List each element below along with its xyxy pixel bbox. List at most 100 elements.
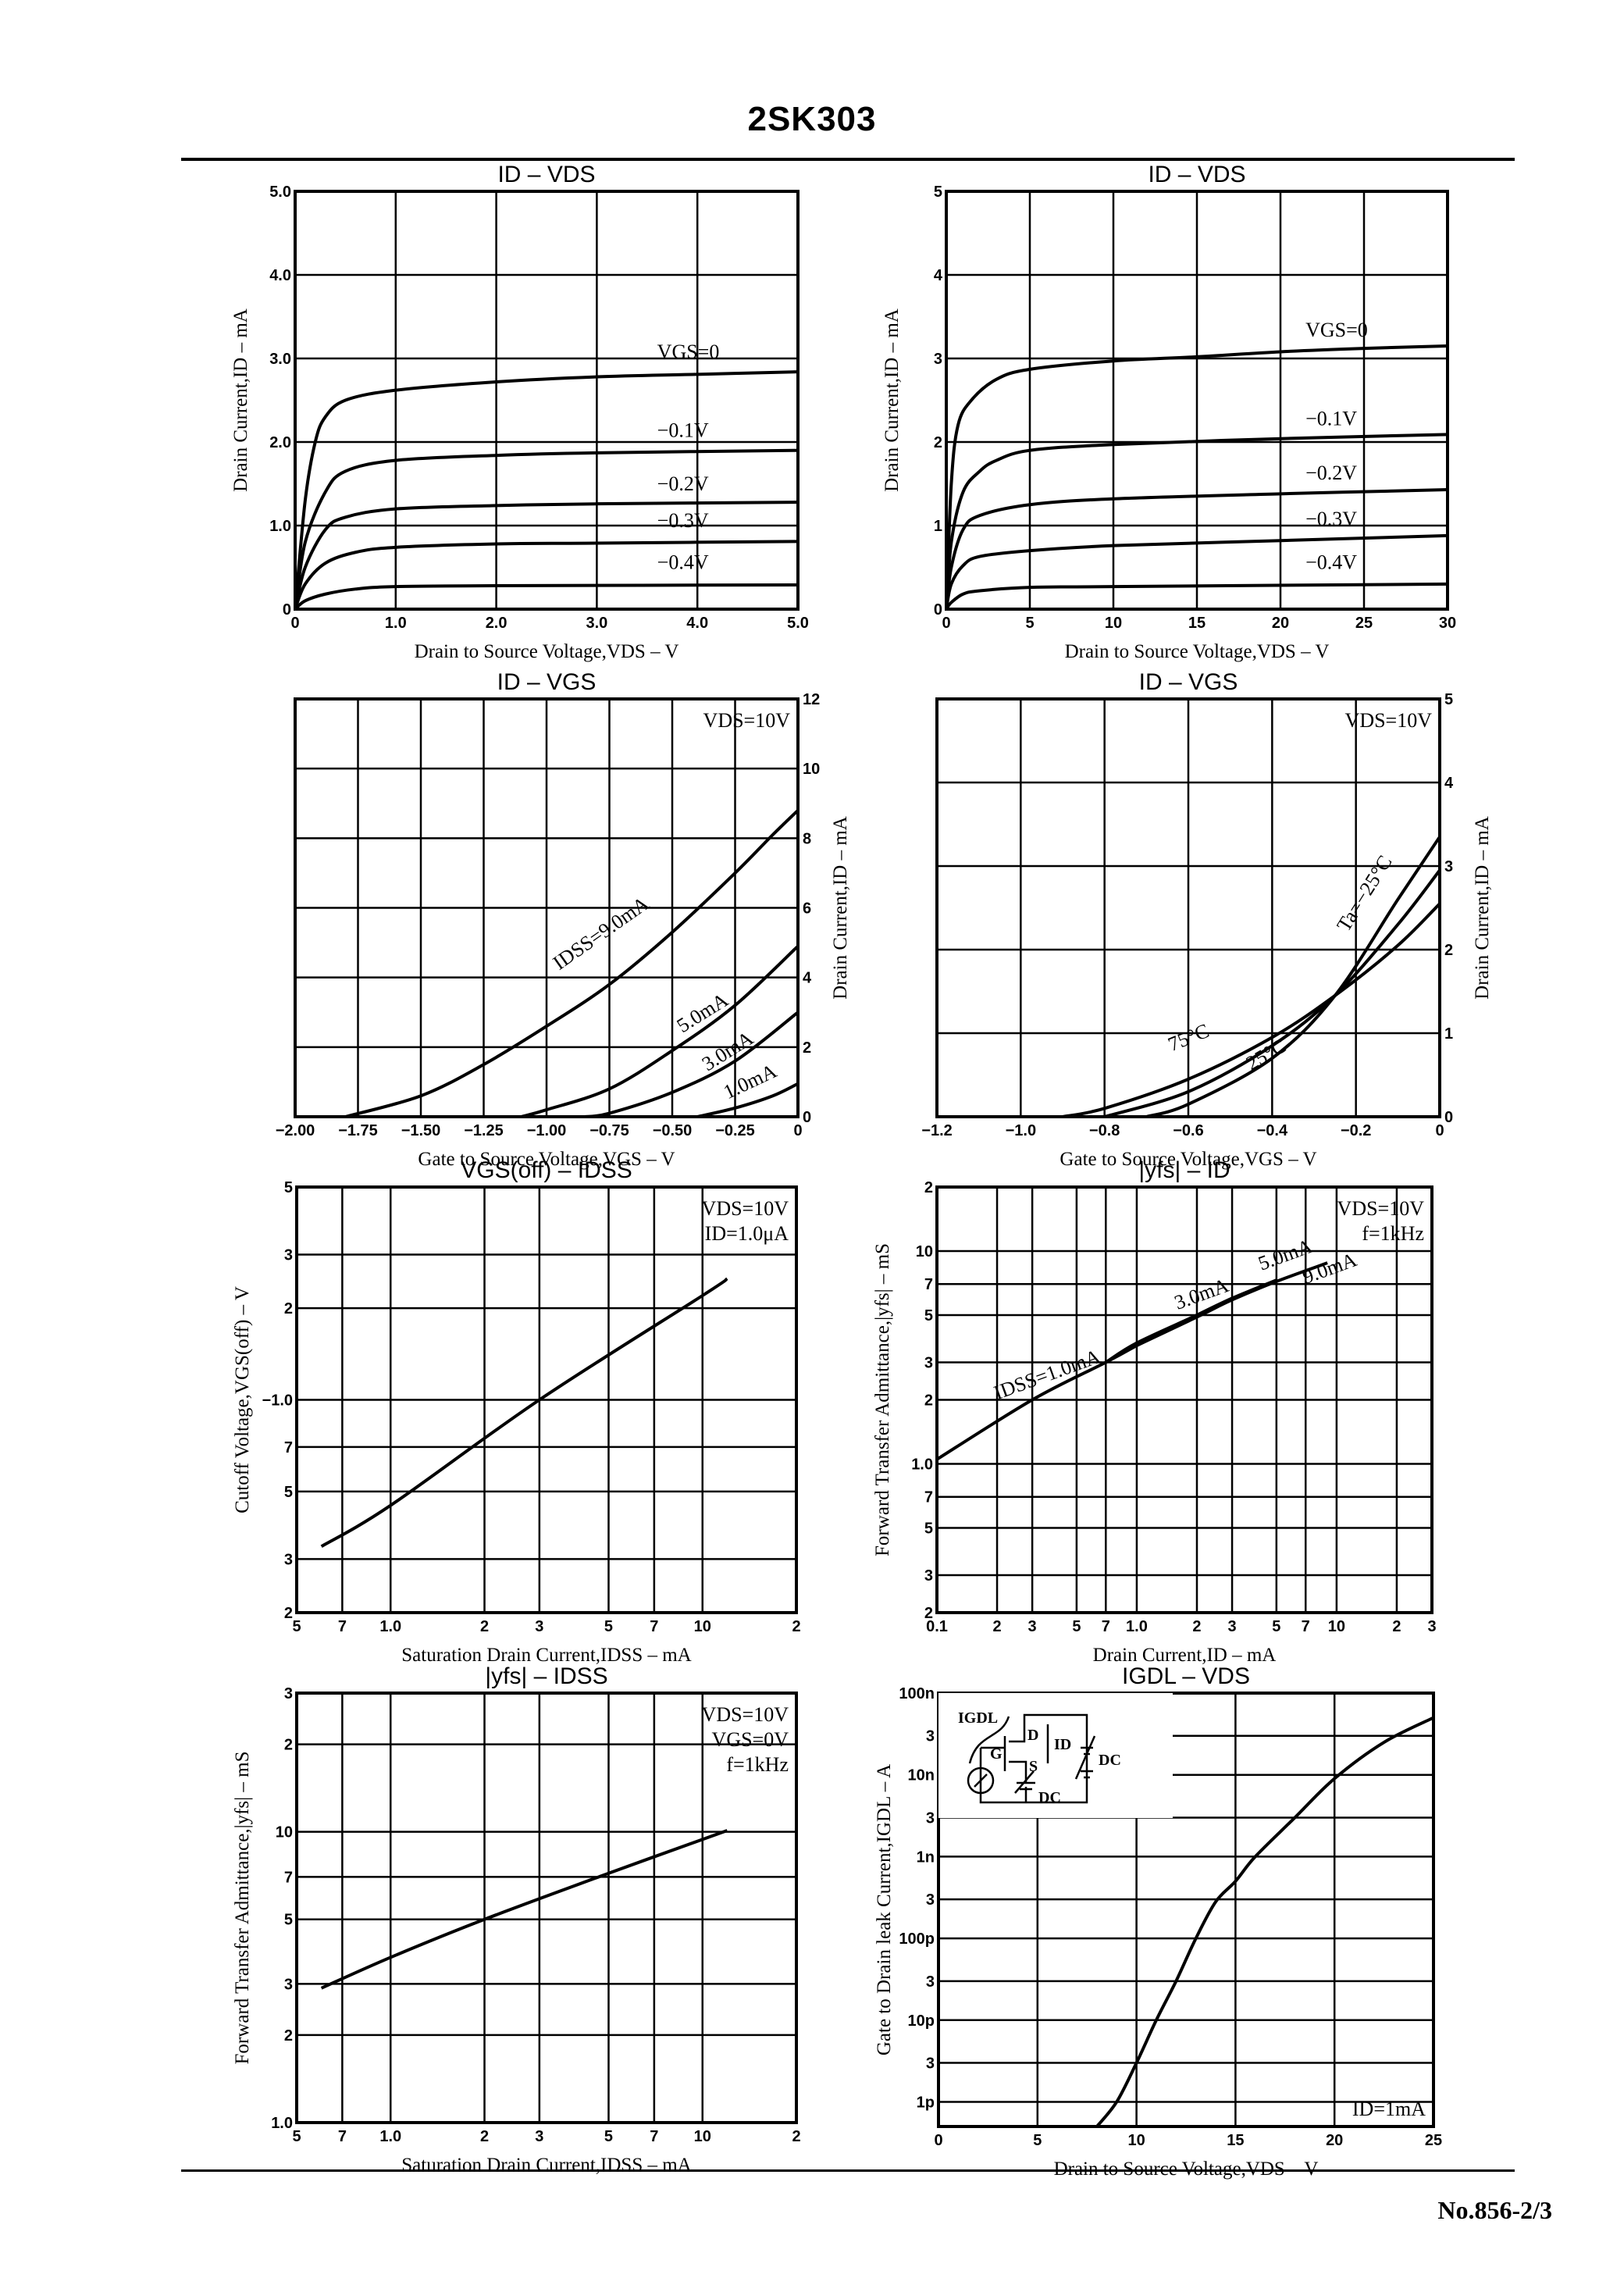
x-axis-label: Drain Current,ID – mA: [1093, 1645, 1277, 1666]
series-ta-25-c: [1104, 869, 1441, 1118]
svg-text:3: 3: [926, 1728, 935, 1745]
page-title: 2SK303: [747, 100, 877, 138]
svg-text:0: 0: [290, 615, 299, 632]
plot-frame: [294, 190, 800, 611]
svg-text:VDS=10V: VDS=10V: [702, 1703, 789, 1726]
y-axis-label: Drain Current,ID – mA: [881, 308, 903, 492]
series-vgs-off-: [320, 1277, 728, 1548]
test-circuit-inset: [938, 1693, 1173, 1818]
condition-annotations: VDS=10V: [703, 709, 791, 732]
svg-text:2: 2: [924, 1392, 933, 1410]
svg-text:ID=1mA: ID=1mA: [1352, 2098, 1426, 2120]
svg-text:3.0: 3.0: [269, 351, 291, 368]
svg-text:10: 10: [916, 1243, 933, 1260]
svg-text:7: 7: [338, 2128, 347, 2145]
svg-text:3: 3: [535, 1618, 543, 1635]
series-5-0ma: [521, 945, 800, 1118]
series-label: −0.4V: [657, 551, 709, 574]
svg-text:2: 2: [480, 1618, 489, 1635]
svg-text:5.0: 5.0: [787, 615, 809, 632]
series-label: −0.4V: [1305, 551, 1357, 574]
x-axis-label: Drain to Source Voltage,VDS – V: [415, 641, 679, 662]
svg-text:5: 5: [1025, 615, 1034, 632]
svg-text:7: 7: [924, 1489, 933, 1506]
svg-text:f=1kHz: f=1kHz: [1362, 1222, 1424, 1245]
svg-text:1.0: 1.0: [269, 518, 291, 535]
svg-text:1.0: 1.0: [1126, 1618, 1148, 1635]
inset-igdl-label: IGDL: [958, 1709, 998, 1727]
svg-text:5: 5: [924, 1307, 933, 1324]
series-label: −0.3V: [1305, 508, 1357, 530]
svg-text:5.0: 5.0: [269, 184, 291, 201]
svg-text:−0.6: −0.6: [1173, 1122, 1203, 1139]
plot-frame: [935, 697, 1441, 1118]
y-tick-labels: 0 1 2 3 4 5: [934, 184, 943, 619]
page-number: No.856-2/3: [1437, 2196, 1552, 2224]
chart-c4: −1.2 −1.0 −0.8 −0.6 −0.4 −0.2 00 1 2 3 4 5 ID – VGS G…: [921, 669, 1493, 1170]
svg-text:3: 3: [284, 1976, 293, 1993]
svg-text:3: 3: [1227, 1618, 1236, 1635]
svg-text:4: 4: [1444, 775, 1454, 792]
svg-text:20: 20: [1326, 2132, 1343, 2149]
svg-text:5: 5: [1444, 691, 1453, 708]
y-axis-label: Drain Current,ID – mA: [230, 308, 251, 492]
svg-text:3: 3: [1444, 858, 1453, 875]
svg-text:4.0: 4.0: [686, 615, 708, 632]
chart-title: |yfs| – ID: [1138, 1157, 1230, 1183]
svg-text:3: 3: [284, 1246, 293, 1264]
svg-text:−1.2: −1.2: [921, 1122, 952, 1139]
svg-text:5: 5: [1033, 2132, 1042, 2149]
svg-text:5: 5: [924, 1520, 933, 1538]
condition-annotations: ID=1mA: [1352, 2098, 1426, 2120]
svg-text:30: 30: [1439, 615, 1456, 632]
chart-title: ID – VGS: [1139, 669, 1238, 695]
series--0-1v: [945, 433, 1448, 610]
svg-text:3: 3: [284, 1685, 293, 1702]
y-axis-label: Cutoff Voltage,VGS(off) – V: [232, 1286, 253, 1513]
svg-text:VDS=10V: VDS=10V: [1337, 1197, 1425, 1220]
y-axis-label: Forward Transfer Admittance,|yfs| – mS: [232, 1752, 253, 2065]
svg-text:0.1: 0.1: [926, 1618, 948, 1635]
series-vgs-0: [945, 344, 1448, 610]
svg-text:−1.75: −1.75: [338, 1122, 378, 1139]
svg-text:0: 0: [283, 601, 291, 619]
svg-text:10: 10: [694, 1618, 711, 1635]
x-tick-labels: 0 1.0 2.0 3.0 4.0 5.0: [290, 615, 808, 632]
svg-text:3: 3: [926, 1809, 935, 1827]
svg-text:20: 20: [1272, 615, 1289, 632]
svg-text:12: 12: [803, 691, 820, 708]
svg-text:25: 25: [1425, 2132, 1442, 2149]
svg-text:4: 4: [934, 267, 943, 284]
x-tick-labels: 0 5 10 15 20 25 30: [942, 615, 1456, 632]
series-label: −0.2V: [1305, 462, 1357, 484]
series-label: VGS=0: [1305, 319, 1368, 341]
svg-text:VGS=0V: VGS=0V: [712, 1728, 789, 1751]
svg-text:10: 10: [694, 2128, 711, 2145]
series-curves: 75°C 25°CTa=−25°C: [1062, 836, 1441, 1118]
svg-text:0: 0: [942, 615, 950, 632]
svg-text:10: 10: [1127, 2132, 1145, 2149]
svg-text:−1.50: −1.50: [401, 1122, 441, 1139]
y-axis-label: Drain Current,ID – mA: [1472, 816, 1493, 1000]
gridlines: [295, 1692, 798, 2124]
svg-text:7: 7: [924, 1276, 933, 1293]
svg-text:2: 2: [1392, 1618, 1401, 1635]
gridlines: [294, 190, 800, 611]
x-tick-labels: −2.00 −1.75 −1.50 −1.25 −1.00 −0.75 −0.50 −0.25…: [276, 1122, 803, 1139]
chart-c7: 5 7 1.0 2 3 5 7 10 2 1.0 2 3 5 7 10 2 3 |yfs| – IDSS Satur…: [232, 1663, 801, 2176]
svg-text:1: 1: [1444, 1025, 1453, 1043]
series--yfs-: [320, 1829, 728, 1990]
svg-text:10n: 10n: [908, 1767, 935, 1784]
series-igdl: [1095, 1716, 1434, 2128]
svg-text:1.0: 1.0: [271, 2115, 293, 2132]
svg-text:2: 2: [924, 1179, 933, 1196]
series-label: −0.1V: [1305, 408, 1357, 430]
svg-text:7: 7: [650, 2128, 658, 2145]
plot-frame: [294, 697, 800, 1118]
series-vgs-0: [294, 370, 799, 610]
series-label: −0.1V: [657, 419, 709, 442]
svg-text:5: 5: [292, 1618, 301, 1635]
inset-id-label: ID: [1054, 1736, 1071, 1753]
inset-drain-label: D: [1027, 1727, 1038, 1744]
